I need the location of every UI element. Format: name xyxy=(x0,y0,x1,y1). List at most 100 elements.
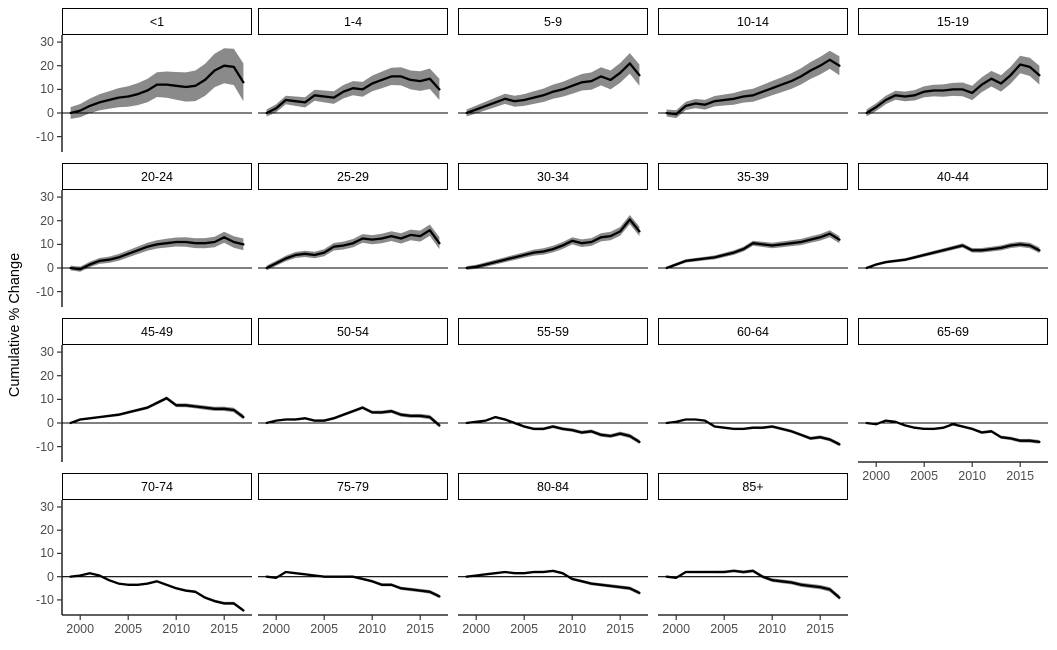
x-tick-label: 2015 xyxy=(806,622,835,636)
facet-strip: 65-69 xyxy=(858,318,1048,345)
x-tick-label: 2015 xyxy=(210,622,239,636)
strip-label: 85+ xyxy=(742,479,764,494)
facet-strip: 60-64 xyxy=(658,318,848,345)
x-tick-label: 2005 xyxy=(510,622,539,636)
facet-plot xyxy=(458,569,648,620)
strip-label: 10-14 xyxy=(737,14,769,29)
trend-line xyxy=(465,62,641,115)
y-tick-label: 10 xyxy=(40,392,54,407)
x-tick-label: 2010 xyxy=(358,622,387,636)
x-tick-label: 2000 xyxy=(66,622,95,636)
confidence-ribbon xyxy=(70,572,244,612)
facet-plot xyxy=(258,67,448,117)
y-tick-label: 20 xyxy=(40,368,54,383)
strip-label: 5-9 xyxy=(543,14,563,29)
x-tick-label: 2005 xyxy=(114,622,143,636)
facet-plot xyxy=(658,50,848,119)
facet-strip: 50-54 xyxy=(258,318,448,345)
y-tick-label: 30 xyxy=(40,190,54,205)
strip-label: 70-74 xyxy=(141,479,173,494)
y-tick-label: -10 xyxy=(35,284,54,299)
facet-strip: 20-24 xyxy=(62,163,252,190)
facet-plot xyxy=(57,35,252,152)
y-tick-label: 30 xyxy=(40,35,54,50)
facet-strip: 85+ xyxy=(658,473,848,500)
confidence-ribbon xyxy=(466,215,640,270)
y-tick-label: -10 xyxy=(35,129,54,144)
trend-line xyxy=(665,569,841,599)
y-tick-label: 0 xyxy=(47,569,54,584)
confidence-ribbon xyxy=(666,230,840,270)
facet-strip: 55-59 xyxy=(458,318,648,345)
facet-plot xyxy=(858,241,1048,270)
strip-label: 60-64 xyxy=(737,324,769,339)
trend-line xyxy=(465,569,641,595)
facet-strip: 1-4 xyxy=(258,8,448,35)
facet-plot xyxy=(658,418,848,447)
trend-line xyxy=(865,63,1041,115)
x-tick-label: 2000 xyxy=(462,622,491,636)
y-tick-label: 20 xyxy=(40,213,54,228)
facet-plot xyxy=(258,224,448,271)
facet-plot xyxy=(258,406,448,428)
strip-label: 15-19 xyxy=(937,14,969,29)
facet-plot xyxy=(57,500,252,620)
facet-strip: 45-49 xyxy=(62,318,252,345)
confidence-ribbon xyxy=(666,569,840,600)
facet-strip: 10-14 xyxy=(658,8,848,35)
strip-label: <1 xyxy=(149,14,165,29)
facet-plot xyxy=(458,215,648,270)
facet-strip: 70-74 xyxy=(62,473,252,500)
x-tick-label: 2015 xyxy=(1006,469,1035,483)
facet-strip: 40-44 xyxy=(858,163,1048,190)
facet-plot xyxy=(57,345,252,462)
facet-plot xyxy=(458,53,648,117)
x-tick-label: 2000 xyxy=(262,622,291,636)
strip-label: 20-24 xyxy=(141,169,173,184)
y-tick-label: -10 xyxy=(35,439,54,454)
facet-strip: 80-84 xyxy=(458,473,648,500)
trend-line xyxy=(69,64,245,115)
confidence-ribbon xyxy=(70,396,244,424)
trend-line xyxy=(665,232,841,270)
x-tick-label: 2005 xyxy=(710,622,739,636)
y-tick-label: 20 xyxy=(40,523,54,538)
facet-strip: <1 xyxy=(62,8,252,35)
confidence-ribbon xyxy=(666,50,840,119)
strip-label: 45-49 xyxy=(141,324,173,339)
x-tick-label: 2010 xyxy=(558,622,587,636)
y-tick-label: 30 xyxy=(40,345,54,360)
trend-line xyxy=(665,58,841,116)
trend-line xyxy=(865,243,1041,270)
trend-line xyxy=(465,218,641,270)
facet-plot xyxy=(658,569,848,620)
facet-strip: 5-9 xyxy=(458,8,648,35)
facet-plot xyxy=(258,570,448,620)
y-tick-label: 20 xyxy=(40,58,54,73)
trend-line xyxy=(265,406,441,427)
strip-label: 25-29 xyxy=(337,169,369,184)
y-tick-label: 10 xyxy=(40,82,54,97)
strip-label: 50-54 xyxy=(337,324,369,339)
trend-line xyxy=(865,419,1041,444)
strip-label: 65-69 xyxy=(937,324,969,339)
x-tick-label: 2010 xyxy=(162,622,191,636)
facet-plot xyxy=(858,55,1048,117)
facet-plot xyxy=(658,230,848,270)
facet-strip: 15-19 xyxy=(858,8,1048,35)
x-tick-label: 2010 xyxy=(758,622,787,636)
strip-label: 75-79 xyxy=(337,479,369,494)
confidence-ribbon xyxy=(266,571,440,599)
y-tick-label: 30 xyxy=(40,500,54,514)
confidence-ribbon xyxy=(266,406,440,428)
strip-label: 1-4 xyxy=(343,14,363,29)
y-tick-label: 10 xyxy=(40,546,54,561)
trend-line xyxy=(265,229,441,270)
y-tick-label: 10 xyxy=(40,237,54,252)
x-tick-label: 2000 xyxy=(662,622,691,636)
trend-line xyxy=(465,415,641,444)
strip-label: 30-34 xyxy=(537,169,569,184)
confidence-ribbon xyxy=(466,53,640,117)
y-tick-label: 0 xyxy=(47,416,54,430)
